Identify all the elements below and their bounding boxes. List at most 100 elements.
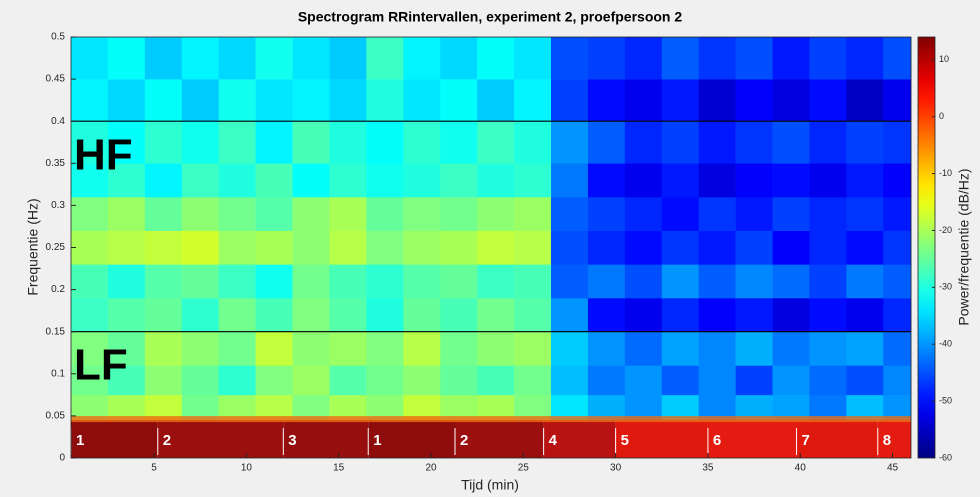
heatmap-cell [181, 37, 219, 80]
heatmap-cell [846, 264, 884, 299]
heatmap-cell [809, 79, 847, 122]
heatmap-cell [661, 121, 699, 164]
heatmap-cell [883, 37, 912, 80]
heatmap-cell [181, 163, 219, 198]
x-tick-label: 30 [610, 463, 622, 474]
heatmap-cell [403, 79, 441, 122]
heatmap-cell [551, 79, 589, 122]
heatmap-cell [809, 230, 847, 265]
heatmap-cell [661, 37, 699, 80]
heatmap-cell [624, 298, 663, 332]
heatmap-cell [218, 264, 256, 299]
heatmap-cell [587, 264, 626, 299]
y-tick-label: 0.45 [46, 74, 66, 85]
heatmap-cell [624, 121, 663, 164]
heatmap-cell [883, 79, 912, 122]
segment [707, 420, 797, 458]
heatmap-cell [735, 264, 773, 299]
heatmap-cell [292, 196, 330, 231]
colorbar-tick-label: -10 [939, 168, 952, 178]
x-axis-label: Tijd (min) [461, 477, 519, 493]
heatmap-cell [661, 264, 699, 299]
heatmap-cell [329, 365, 367, 396]
y-tick-label: 0.05 [46, 411, 66, 422]
segment-label: 4 [549, 432, 558, 449]
y-tick-label: 0.5 [51, 32, 65, 43]
heatmap-cell [329, 37, 367, 80]
heatmap-cell [551, 196, 589, 231]
segment-label: 2 [460, 432, 468, 449]
y-tick-label: 0 [59, 453, 65, 464]
heatmap-cell [366, 79, 404, 122]
heatmap-cell [329, 121, 367, 164]
heatmap-cell [514, 121, 552, 164]
x-tick-label: 35 [702, 463, 714, 474]
heatmap-cell [292, 163, 330, 198]
heatmap-cell [477, 365, 515, 396]
heatmap-cell [255, 365, 293, 396]
heatmap-cell [587, 331, 626, 366]
heatmap-cell [624, 230, 663, 265]
heatmap-cell [440, 79, 478, 122]
heatmap-cell [735, 230, 773, 265]
heatmap-cell [255, 196, 293, 231]
heatmap-cell [71, 196, 109, 231]
heatmap-cell [403, 37, 441, 80]
heatmap-cell [809, 264, 847, 299]
heatmap-cell [846, 196, 884, 231]
heatmap-cell [477, 37, 515, 80]
heatmap-cell [144, 196, 183, 231]
heatmap-cell [292, 230, 330, 265]
colorbar-tick-label: -50 [939, 395, 952, 405]
heatmap-cell [846, 79, 884, 122]
heatmap-cell [255, 264, 293, 299]
heatmap-cell [440, 196, 478, 231]
heatmap-cell [883, 163, 912, 198]
heatmap-cell [846, 163, 884, 198]
x-tick-label: 5 [151, 463, 157, 474]
heatmap-cell [292, 264, 330, 299]
heatmap-cell [735, 331, 773, 366]
heatmap-cell [514, 298, 552, 332]
y-tick-label: 0.3 [51, 200, 65, 211]
heatmap-cell [661, 365, 699, 396]
segment [877, 420, 911, 458]
band-annotation: HF [74, 131, 133, 180]
heatmap-cell [477, 264, 515, 299]
heatmap-cell [698, 121, 736, 164]
heatmap-cell [735, 298, 773, 332]
heatmap-cell [735, 37, 773, 80]
heatmap-cell [144, 79, 183, 122]
heatmap-cell [587, 298, 626, 332]
heatmap-cell [107, 121, 146, 164]
heatmap-cell [551, 298, 589, 332]
heatmap-cell [883, 365, 912, 396]
heatmap-cell [181, 79, 219, 122]
colorbar-tick-label: -60 [939, 452, 952, 462]
x-tick-label: 15 [333, 463, 345, 474]
heatmap-cell [551, 37, 589, 80]
heatmap-cell [71, 37, 109, 80]
heatmap-cell [71, 365, 109, 396]
heatmap-cell [218, 163, 256, 198]
heatmap-cell [440, 121, 478, 164]
heatmap-cell [403, 121, 441, 164]
heatmap-cell [809, 121, 847, 164]
heatmap-cell [366, 365, 404, 396]
heatmap-cell [514, 37, 552, 80]
heatmap-cell [587, 79, 626, 122]
colorbar-tick-label: -40 [939, 339, 952, 349]
heatmap-cell [403, 264, 441, 299]
heatmap-cell [809, 331, 847, 366]
heatmap-cell [883, 121, 912, 164]
heatmap-cell [144, 121, 183, 164]
y-tick-label: 0.1 [51, 368, 65, 379]
heatmap-cell [587, 365, 626, 396]
heatmap-cell [624, 37, 663, 80]
heatmap-cell [403, 365, 441, 396]
colorbar-tick-label: -20 [939, 225, 952, 235]
heatmap-cell [181, 196, 219, 231]
heatmap-cell [218, 365, 256, 396]
heatmap-cell [144, 331, 183, 366]
heatmap-cell [329, 79, 367, 122]
